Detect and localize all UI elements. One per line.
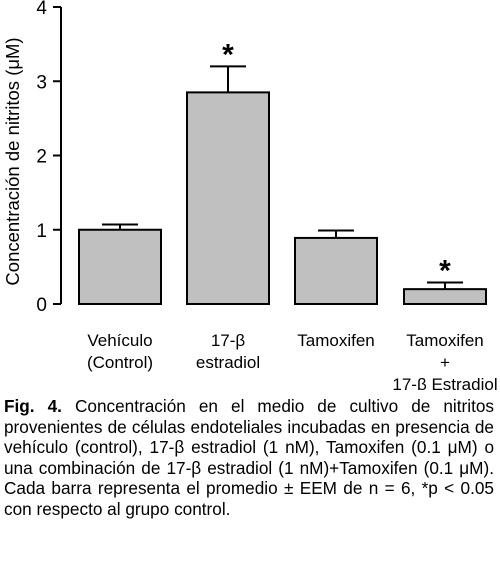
significance-marker-3: *: [439, 254, 451, 287]
bar-2: [294, 236, 378, 305]
category-label-2-0: Tamoxifen: [297, 331, 374, 350]
category-label-0-0: Vehículo: [87, 331, 152, 350]
bar-3: [403, 288, 487, 305]
y-tick-label-1: 1: [36, 221, 47, 242]
bar-0: [78, 228, 162, 305]
y-tick-label-4: 4: [36, 0, 47, 19]
figure-caption-label: Fig. 4.: [4, 396, 62, 416]
category-label-3-2: 17-β Estradiol: [392, 375, 497, 390]
bar-1: [186, 91, 270, 305]
y-tick-label-3: 3: [36, 72, 47, 93]
significance-marker-1: *: [222, 38, 234, 71]
category-label-1-0: 17-β: [211, 331, 246, 350]
y-tick-label-2: 2: [36, 147, 47, 168]
figure-caption-text: Concentración en el medio de cultivo de …: [4, 396, 494, 519]
category-label-0-1: (Control): [87, 353, 153, 372]
y-axis-label: Concentración de nitritos (μM): [2, 37, 23, 285]
y-tick-label-0: 0: [36, 295, 47, 316]
bar-chart: 0 1 2 3 4 Concentración de nitritos (μM) Vehíc…: [2, 0, 498, 390]
category-label-3-0: Tamoxifen: [406, 331, 483, 350]
category-label-3-1: +: [440, 353, 450, 372]
figure-caption: Fig. 4. Concentración en el medio de cul…: [4, 396, 494, 519]
category-label-1-1: estradiol: [196, 353, 260, 372]
